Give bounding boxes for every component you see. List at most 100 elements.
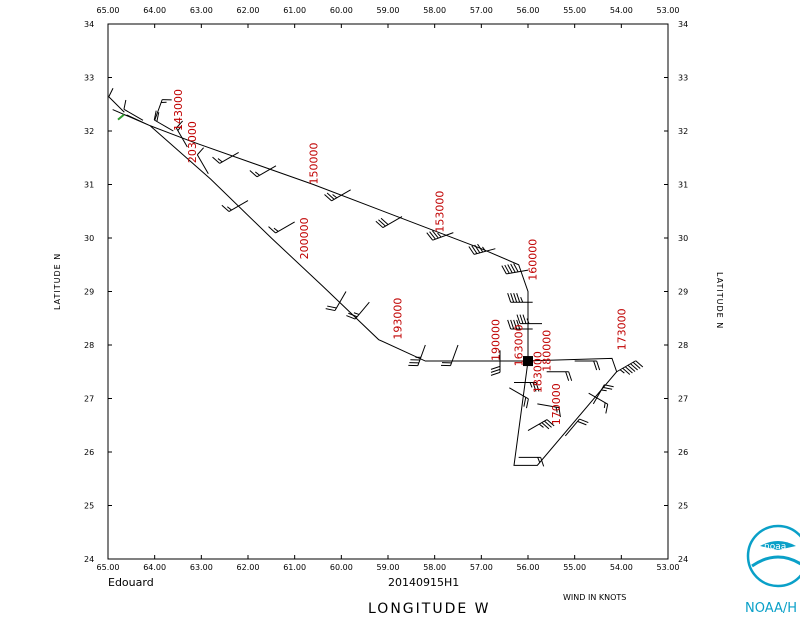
wind-barb xyxy=(501,263,529,275)
x-axis-title: LONGITUDE W xyxy=(368,601,491,617)
x-tick-label-bottom: 62.00 xyxy=(237,563,260,572)
x-tick-label-bottom: 60.00 xyxy=(330,563,353,572)
y-tick-label-right: 26 xyxy=(678,448,688,457)
storm-name: Edouard xyxy=(108,576,154,589)
wind-barb xyxy=(108,88,125,113)
wind-barb xyxy=(616,360,644,375)
y-tick-label-right: 32 xyxy=(678,127,688,136)
x-tick-label-bottom: 64.00 xyxy=(143,563,166,572)
time-label: 193000 xyxy=(391,298,404,340)
track-start-marker xyxy=(117,113,125,121)
x-tick-label-bottom: 65.00 xyxy=(97,563,120,572)
wind-barb xyxy=(324,189,351,202)
plot-frame xyxy=(107,23,669,560)
noaa-caption: NOAA/H xyxy=(745,601,797,616)
wind-barb xyxy=(564,418,589,437)
y-tick-label-right: 24 xyxy=(678,555,688,564)
y-tick-label-right: 30 xyxy=(678,234,688,243)
y-tick-label-right: 28 xyxy=(678,341,688,350)
y-tick-label-left: 29 xyxy=(84,288,94,297)
wind-barb xyxy=(123,99,144,121)
y-tick-label-left: 24 xyxy=(84,555,94,564)
time-label: 160000 xyxy=(527,239,540,281)
x-tick-label-bottom: 57.00 xyxy=(470,563,493,572)
x-tick-label-bottom: 61.00 xyxy=(283,563,306,572)
time-label: 170000 xyxy=(550,383,563,425)
wind-barb xyxy=(490,350,501,376)
wind-barb xyxy=(154,99,172,121)
x-tick-label-top: 62.00 xyxy=(237,6,260,15)
markers xyxy=(117,113,533,367)
wind-barbs xyxy=(108,88,644,467)
wind-barb xyxy=(268,221,295,234)
wind-barb xyxy=(175,120,188,148)
x-tick-label-top: 63.00 xyxy=(190,6,213,15)
time-label: 180000 xyxy=(541,330,554,372)
wind-barb xyxy=(249,165,277,178)
x-tick-label-top: 54.00 xyxy=(610,6,633,15)
wind-barb xyxy=(325,291,347,312)
x-tick-label-top: 56.00 xyxy=(517,6,540,15)
y-tick-label-left: 25 xyxy=(84,502,94,511)
wind-barb xyxy=(509,387,529,409)
y-tick-label-right: 34 xyxy=(678,20,688,29)
wind-barb xyxy=(514,381,540,392)
wind-barb xyxy=(408,344,426,367)
time-label: 173000 xyxy=(615,308,628,350)
x-tick-label-bottom: 53.00 xyxy=(657,563,680,572)
wind-barb xyxy=(221,200,249,212)
wind-barb xyxy=(527,419,555,432)
y-tick-label-right: 33 xyxy=(678,74,688,83)
time-label: 150000 xyxy=(307,143,320,185)
time-label: 153000 xyxy=(433,191,446,233)
x-tick-label-bottom: 59.00 xyxy=(377,563,400,572)
x-tick-label-top: 55.00 xyxy=(563,6,586,15)
noaa-logo-bird xyxy=(760,541,796,550)
storm-center-marker xyxy=(523,356,533,367)
wind-barb xyxy=(592,384,614,405)
x-tick-label-top: 59.00 xyxy=(377,6,400,15)
wind-barb xyxy=(468,243,496,255)
y-tick-label-right: 29 xyxy=(678,288,688,297)
time-label: 190000 xyxy=(489,319,502,361)
noaa-logo-lettering: noaa xyxy=(764,542,786,552)
wind-barb xyxy=(212,151,239,164)
noaa-logo-circle xyxy=(746,524,800,588)
time-label: 163000 xyxy=(513,324,526,366)
x-tick-label-bottom: 55.00 xyxy=(563,563,586,572)
y-tick-label-left: 32 xyxy=(84,127,94,136)
axis-ticks: 65.00 65.00 64.00 64.00 63.00 63.00 62.00 62.00… xyxy=(84,6,688,572)
wind-barb xyxy=(588,392,609,414)
x-tick-label-top: 60.00 xyxy=(330,6,353,15)
time-label: 200000 xyxy=(298,217,311,259)
wind-barb xyxy=(346,301,370,320)
wind-barb xyxy=(516,314,542,325)
y-tick-label-left: 34 xyxy=(84,20,94,29)
wind-barb xyxy=(507,319,533,330)
wind-barb xyxy=(507,293,533,303)
flight-id: 20140915H1 xyxy=(388,576,459,589)
y-axis-title-right: LATITUDE N xyxy=(715,272,724,329)
x-tick-label-top: 65.00 xyxy=(97,6,120,15)
x-tick-label-bottom: 63.00 xyxy=(190,563,213,572)
x-tick-label-bottom: 54.00 xyxy=(610,563,633,572)
wind-barb xyxy=(518,456,545,467)
x-tick-label-bottom: 58.00 xyxy=(423,563,446,572)
y-tick-label-right: 27 xyxy=(678,395,688,404)
wind-barb xyxy=(426,230,454,241)
wind-units-note: WIND IN KNOTS xyxy=(563,593,626,602)
time-label: 183000 xyxy=(531,351,544,393)
wind-barb xyxy=(537,403,561,418)
y-tick-label-left: 26 xyxy=(84,448,94,457)
y-tick-label-left: 27 xyxy=(84,395,94,404)
x-tick-label-top: 61.00 xyxy=(283,6,306,15)
noaa-logo: noaa xyxy=(746,524,800,588)
y-tick-label-left: 28 xyxy=(84,341,94,350)
time-label: 203000 xyxy=(186,121,199,163)
y-tick-label-left: 33 xyxy=(84,74,94,83)
y-tick-label-right: 25 xyxy=(678,502,688,511)
wind-barb xyxy=(546,371,573,381)
x-tick-label-top: 58.00 xyxy=(423,6,446,15)
